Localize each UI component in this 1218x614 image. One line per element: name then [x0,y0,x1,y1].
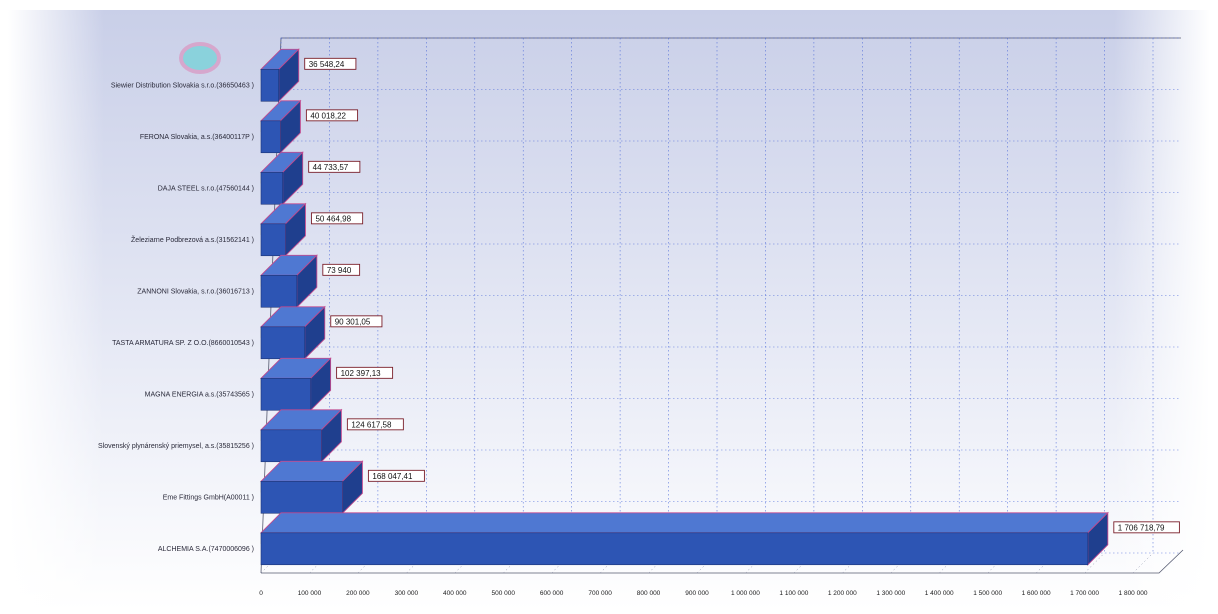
x-tick-label: 200 000 [346,590,370,597]
data-label: 90 301,05 [335,317,371,326]
x-tick-label: 1 800 000 [1119,590,1148,597]
gridline-floor [1035,552,1057,574]
category-label: Eme Fittings GmbH(A00011 ) [163,494,254,501]
x-tick-label: 1 700 000 [1070,590,1099,597]
bar [260,69,280,102]
data-label: 44 733,57 [313,163,349,172]
category-label: DAJA STEEL s.r.o.(47560144 ) [158,185,254,192]
gridline-floor [745,552,766,574]
x-tick-label: 0 [259,590,263,597]
category-label: ALCHEMIA S.A.(7470006096 ) [158,546,254,553]
data-label: 40 018,22 [310,111,346,120]
data-label: 73 940 [327,266,352,275]
data-label: 1 706 718,79 [1118,523,1165,532]
gridline-floor [648,552,669,574]
gridline-floor [939,552,960,574]
bars-layer [259,48,1109,566]
category-label: ZANNONI Slovakia, s.r.o.(36016713 ) [137,288,254,295]
bar [260,532,1089,566]
bar [260,172,283,205]
x-tick-label: 1 100 000 [779,590,808,597]
gridline-floor [599,552,621,574]
gridline-floor [260,552,282,574]
x-tick-label: 400 000 [443,590,467,597]
data-label-box [346,418,404,431]
bar [260,429,322,463]
chart-background-fade [8,10,1210,610]
gridline-floor [1132,552,1154,574]
x-tick-label: 300 000 [395,590,419,597]
gridline-floor [406,552,427,574]
data-label: 36 548,24 [309,60,345,69]
data-label: 124 617,58 [351,420,392,429]
data-label: 50 464,98 [315,214,351,223]
x-tick-label: 1 600 000 [1022,590,1051,597]
x-tick-label: 1 000 000 [731,590,760,597]
gridline-floor [1084,552,1105,574]
data-label-box [322,263,361,276]
gridline-floor [987,552,1008,574]
data-label: 102 397,13 [341,369,382,378]
bar [260,378,311,411]
data-label-box [367,469,425,482]
x-tick-label: 1 400 000 [925,590,954,597]
data-label: 168 047,41 [372,472,413,481]
gridline-floor [696,552,718,574]
gridline-floor [454,552,475,574]
decorative-ellipse-icon [179,42,221,74]
bar-top-face [259,512,1109,534]
gridline-floor [309,552,330,574]
bar [260,120,281,154]
x-tick-label: 800 000 [637,590,661,597]
data-label-box [305,109,359,122]
gridline-floor [503,552,524,574]
category-label: Slovenský plynárenský priemysel, a.s.(35… [98,443,254,450]
x-tick-label: 600 000 [540,590,564,597]
bar [260,275,298,308]
bar [260,223,286,257]
gridline-floor [890,552,911,574]
gridline-floor [551,552,572,574]
data-label-box [310,212,364,225]
gridline-floor [793,552,815,574]
x-tick-label: 900 000 [685,590,709,597]
x-tick-label: 100 000 [298,590,322,597]
x-tick-label: 1 500 000 [973,590,1002,597]
data-label-box [1113,521,1180,534]
labels-layer: 0 100 000 200 000 300 000 400 000 500 000 600 … [98,57,1180,597]
category-label: Železiarne Podbrezová a.s.(31562141 ) [131,235,254,244]
x-tick-label: 500 000 [491,590,515,597]
category-label: TASTA ARMATURA SP. Z O.O.(8660010543 ) [112,340,254,347]
plot-floor-edge [261,549,1184,574]
bar [260,481,343,514]
gridline-floor [842,552,863,574]
category-label: Siewier Distribution Slovakia s.r.o.(366… [111,82,254,89]
gridline-floor [357,552,379,574]
category-label: MAGNA ENERGIA a.s.(35743565 ) [145,391,254,398]
data-label-box [330,315,383,328]
x-tick-label: 700 000 [588,590,612,597]
data-label-box [304,57,357,70]
x-tick-label: 1 300 000 [876,590,905,597]
x-tick-label: 1 200 000 [828,590,857,597]
data-label-box [336,366,394,379]
data-label-box [308,160,361,173]
grid-layer [260,37,1184,574]
category-label: FERONA Slovakia, a.s.(36400117P ) [140,134,254,141]
bar [260,326,306,360]
